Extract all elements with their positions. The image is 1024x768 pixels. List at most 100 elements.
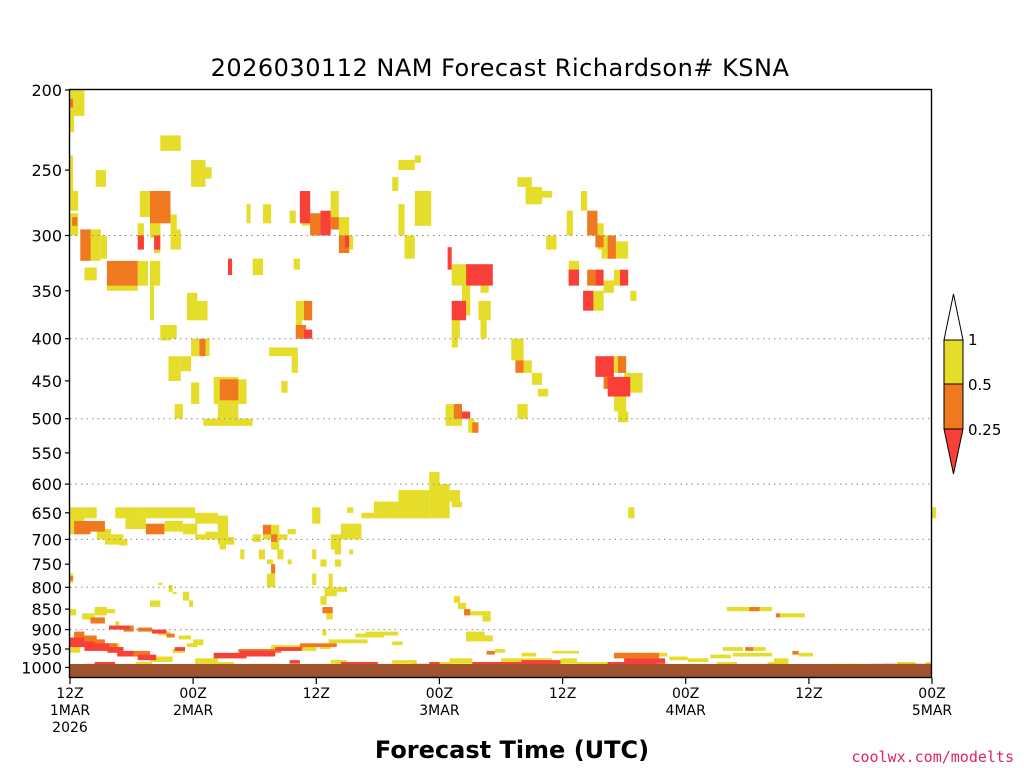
ri-cell-63: [478, 300, 491, 321]
ground-surface-bar: [70, 664, 932, 678]
ri-cell-28: [180, 356, 192, 372]
ri-cell-292: [117, 650, 134, 657]
ri-cell-147: [324, 587, 337, 597]
ri-cell-261: [104, 643, 118, 648]
ytick-label-450: 450: [31, 372, 62, 391]
ri-cell-38: [252, 258, 263, 275]
xtick-label-0-2: 2026: [52, 720, 88, 736]
ri-cell-120: [287, 559, 292, 565]
ytick-label-950: 950: [31, 640, 62, 659]
ri-cell-255: [749, 607, 760, 612]
ri-cell-21: [150, 260, 161, 286]
ytick-label-750: 750: [31, 555, 62, 574]
ri-cell-298: [109, 625, 130, 630]
ri-cell-52: [398, 159, 415, 171]
ri-cell-124: [349, 549, 354, 555]
ri-cell-247: [145, 523, 165, 535]
ri-cell-7: [70, 191, 79, 211]
ri-cell-159: [457, 602, 467, 610]
ri-cell-117: [240, 549, 245, 560]
ri-cell-64: [480, 320, 487, 339]
ri-cell-210: [687, 658, 709, 662]
ri-cell-262: [129, 650, 150, 657]
ri-cell-87: [615, 241, 629, 259]
colorbar-label-1: 1: [968, 331, 978, 349]
ri-cell-128: [334, 559, 341, 567]
ytick-label-300: 300: [31, 227, 62, 246]
ri-cell-59: [480, 285, 489, 293]
ri-cell-65: [511, 338, 524, 361]
ri-cell-66: [523, 360, 532, 373]
ri-cell-131: [347, 507, 354, 513]
ri-cell-225: [150, 191, 171, 224]
ri-cell-122: [330, 534, 341, 550]
ytick-label-600: 600: [31, 475, 62, 494]
ri-cell-231: [330, 217, 339, 230]
ri-cell-224: [72, 217, 78, 226]
ri-cell-234: [295, 325, 307, 339]
colorbar-legend: 1 0.5 0.25: [943, 293, 1001, 475]
ri-cell-277: [228, 258, 233, 275]
ri-cell-163: [480, 635, 493, 642]
ri-cell-213: [722, 647, 744, 651]
ri-cell-27: [168, 356, 181, 381]
xtick-label-6-0: 12Z: [795, 686, 822, 702]
ytick-label-200: 200: [31, 81, 62, 100]
ri-cell-205: [521, 652, 536, 657]
ri-cell-35: [174, 404, 183, 419]
ri-cell-68: [517, 404, 528, 419]
ri-cell-113: [277, 549, 284, 560]
ri-cell-142: [168, 585, 173, 592]
ri-cell-256: [776, 613, 781, 618]
ri-cell-144: [150, 600, 161, 607]
ri-cell-228: [199, 338, 206, 357]
ytick-label-850: 850: [31, 600, 62, 619]
ri-cell-34: [191, 382, 200, 405]
credit-link[interactable]: coolwx.com/modelts: [851, 748, 1014, 766]
ri-cell-193: [560, 658, 577, 664]
ytick-label-800: 800: [31, 578, 62, 597]
ri-cell-216: [798, 652, 813, 657]
ri-cell-175: [187, 643, 198, 648]
ri-cell-37: [246, 204, 251, 224]
ri-cell-246: [90, 521, 105, 532]
ri-cell-281: [304, 329, 313, 339]
ytick-label-350: 350: [31, 282, 62, 301]
ri-cell-271: [745, 647, 754, 651]
ri-cell-90: [613, 396, 627, 412]
ri-cell-287: [595, 269, 604, 286]
ri-cell-291: [607, 376, 631, 397]
ri-cell-289: [620, 269, 629, 286]
ri-cell-55: [414, 155, 421, 163]
ri-cell-214: [753, 647, 766, 651]
ri-cell-74: [542, 191, 553, 198]
ri-cell-150: [326, 613, 333, 620]
ri-cell-29: [191, 338, 200, 357]
ri-cell-97: [119, 539, 128, 546]
ri-cell-77: [581, 191, 588, 211]
ri-cell-71: [537, 388, 549, 397]
ri-cell-303: [275, 647, 302, 651]
ri-cell-215: [774, 658, 789, 662]
ri-cell-135: [429, 484, 450, 519]
ri-cell-56: [414, 191, 432, 226]
ri-cell-176: [195, 658, 218, 664]
ri-cell-54: [398, 204, 405, 236]
ri-cell-245: [74, 521, 91, 535]
ri-cell-149: [320, 596, 327, 605]
ri-cell-115: [252, 534, 261, 542]
xtick-label-0-1: 1MAR: [50, 703, 91, 719]
ri-cell-161: [482, 615, 491, 622]
ri-cell-170: [135, 662, 153, 666]
ri-cell-17: [100, 235, 107, 259]
xtick-label-5-0: 00Z: [672, 686, 699, 702]
ri-cell-278: [299, 191, 311, 224]
ri-cell-269: [486, 650, 495, 655]
xtick-label-3-1: 3MAR: [419, 703, 460, 719]
ri-cell-190: [433, 662, 452, 666]
ri-cell-164: [726, 607, 752, 612]
ri-cell-116: [258, 549, 265, 560]
ri-cell-203: [392, 660, 417, 664]
